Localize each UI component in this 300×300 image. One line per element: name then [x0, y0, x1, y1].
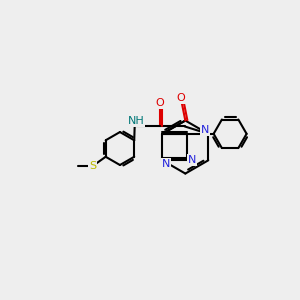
Text: NH: NH [128, 116, 145, 126]
Text: S: S [89, 161, 96, 171]
Text: N: N [162, 159, 170, 169]
Text: N: N [201, 125, 209, 135]
Text: O: O [155, 98, 164, 109]
Text: O: O [176, 94, 185, 103]
Text: N: N [188, 155, 196, 165]
